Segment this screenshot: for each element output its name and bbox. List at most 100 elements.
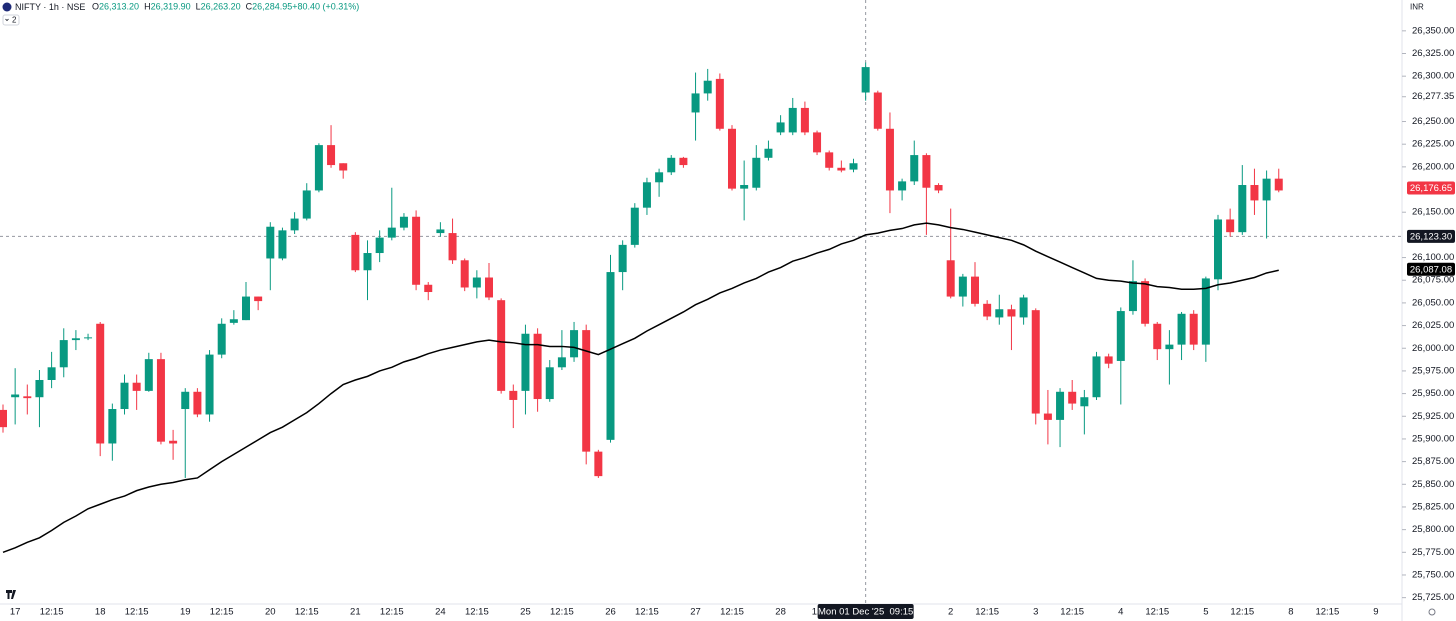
x-tick-label: 12:15	[125, 607, 149, 618]
price-label: 26,176.65	[1410, 183, 1452, 194]
candle-body	[339, 163, 348, 171]
y-tick-label: 26,000.00	[1412, 343, 1454, 354]
candle-body	[1238, 185, 1247, 233]
candle-body	[108, 409, 117, 444]
candle-body	[1250, 185, 1259, 201]
x-tick-label: 12:15	[635, 607, 659, 618]
x-tick-label: 19	[180, 607, 191, 618]
x-tick-label: 12:15	[1060, 607, 1084, 618]
candle-body	[387, 227, 396, 238]
candle-body	[570, 330, 579, 358]
candle-body	[715, 78, 724, 129]
candle-body	[655, 172, 664, 183]
symbol: NIFTY · 1h · NSE	[15, 2, 85, 12]
ohlc-key: H	[144, 2, 151, 12]
x-tick-label: 2	[948, 607, 953, 618]
x-tick-label: 12:15	[40, 607, 64, 618]
candle-body	[679, 157, 688, 166]
candle-body	[873, 92, 882, 129]
candle-body	[837, 167, 846, 171]
x-tick-label: 21	[350, 607, 361, 618]
y-tick-label: 26,277.35	[1412, 91, 1454, 102]
settings-icon[interactable]	[1428, 608, 1436, 616]
candle-body	[23, 396, 32, 399]
y-tick-label: 26,075.00	[1412, 275, 1454, 286]
candle-body	[740, 185, 749, 189]
candle-body	[642, 182, 651, 208]
candle-body	[788, 107, 797, 133]
candle-body	[594, 451, 603, 477]
candle-body	[1226, 219, 1235, 233]
candle-body	[995, 309, 1004, 318]
candle-body	[1068, 391, 1077, 404]
candle-body	[509, 390, 518, 400]
candle-body	[521, 333, 530, 391]
candle-body	[922, 155, 931, 188]
candle-body	[205, 354, 214, 415]
x-tick-label: 12:15	[1230, 607, 1254, 618]
candle-body	[946, 260, 955, 297]
candle-body	[11, 394, 20, 398]
x-tick-label: 12:15	[720, 607, 744, 618]
x-tick-label: 3	[1033, 607, 1038, 618]
x-tick-label: 20	[265, 607, 276, 618]
candle-body	[1031, 310, 1040, 414]
candle-body	[1214, 219, 1222, 280]
candle-body	[728, 128, 736, 189]
y-tick-label: 25,850.00	[1412, 479, 1454, 490]
ohlc-key: L	[196, 2, 201, 12]
price-label: 26,087.08	[1410, 264, 1452, 275]
candle-body	[971, 276, 979, 304]
candle-body	[1080, 397, 1089, 407]
x-tick-label: 18	[95, 607, 106, 618]
x-tick-label: 27	[690, 607, 701, 618]
candle-body	[1056, 391, 1065, 420]
candle-body	[375, 237, 384, 254]
ohlc-value: +80.40 (+0.31%)	[292, 2, 359, 12]
x-tick-label: 26	[605, 607, 616, 618]
candle-body	[132, 382, 141, 391]
candle-body	[1104, 356, 1113, 364]
ohlc-key: O	[92, 2, 99, 12]
candle-body	[460, 260, 469, 288]
candle-body	[96, 323, 105, 444]
candle-body	[266, 226, 275, 259]
candle-body	[399, 216, 408, 228]
candle-body	[898, 181, 907, 191]
price-label-bg	[1407, 262, 1455, 276]
y-tick-label: 26,350.00	[1412, 25, 1454, 36]
y-tick-label: 26,225.00	[1412, 139, 1454, 150]
candle-body	[363, 253, 372, 271]
candle-body	[229, 319, 238, 323]
candle-body	[242, 296, 250, 321]
ohlc-header: O26,313.20 H26,319.90 L26,263.20 C26,284.95…	[92, 2, 359, 12]
candle-body	[1043, 413, 1052, 420]
candle-body	[47, 367, 56, 380]
candle-body	[169, 440, 178, 444]
x-tick-label: 12:15	[550, 607, 574, 618]
candle-body	[606, 272, 615, 440]
x-tick-label: 8	[1288, 607, 1293, 618]
y-tick-label: 26,050.00	[1412, 297, 1454, 308]
candle-body	[278, 230, 287, 259]
candle-body	[1128, 281, 1137, 312]
candle-body	[752, 157, 761, 188]
y-tick-label: 25,725.00	[1412, 592, 1454, 603]
candle-body	[703, 80, 712, 94]
candle-body	[1177, 313, 1186, 345]
candle-body	[217, 323, 226, 355]
candle-body	[193, 391, 202, 415]
candle-body	[314, 145, 323, 191]
x-tick-label: 4	[1118, 607, 1123, 618]
y-tick-label: 26,200.00	[1412, 161, 1454, 172]
x-tick-label: 24	[435, 607, 446, 618]
candle-body	[1201, 278, 1210, 345]
indicator-toggle[interactable]	[2, 14, 20, 26]
candle-body	[1092, 356, 1101, 398]
candle-body	[691, 93, 700, 113]
candle-body	[302, 190, 311, 219]
candle-body	[84, 337, 93, 339]
crosshair-time-bg	[817, 604, 914, 619]
y-tick-label: 25,975.00	[1412, 365, 1454, 376]
candle-body	[934, 185, 943, 191]
